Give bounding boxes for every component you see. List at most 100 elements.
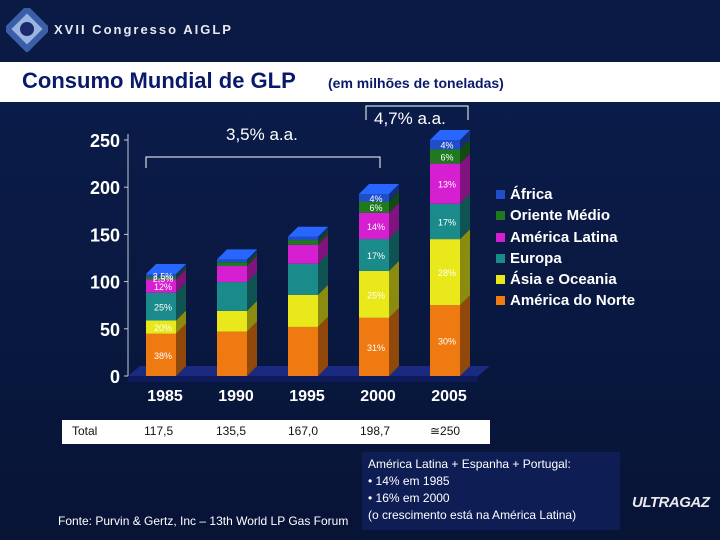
legend-label: Ásia e Oceania	[510, 271, 617, 289]
bar-segment	[288, 326, 318, 376]
bar-segment-side	[247, 321, 257, 376]
bar-segment	[359, 317, 389, 376]
bar-segment-side	[176, 310, 186, 334]
bar-segment	[146, 276, 176, 280]
x-tick-label: 2005	[431, 388, 467, 405]
legend-label: América Latina	[510, 228, 618, 246]
totals-row: Total 117,5 135,5 167,0 198,7 ≅250	[62, 420, 490, 444]
bar-segment	[146, 279, 176, 293]
bar-segment-side	[247, 249, 257, 263]
bar-segment	[146, 333, 176, 376]
bar-segment-side	[389, 307, 399, 376]
bar-segment	[217, 282, 247, 311]
bar-segment	[288, 294, 318, 327]
bar-segment	[288, 236, 318, 241]
bar-segment	[359, 239, 389, 271]
bar-segment-side	[247, 300, 257, 332]
chart-floor-front	[128, 376, 478, 382]
bar-segment	[430, 305, 460, 376]
note-line: América Latina + Espanha + Portugal:	[368, 457, 571, 471]
bar-segment-side	[460, 130, 470, 150]
data-label: 4%	[369, 194, 382, 204]
bar-segment	[146, 273, 176, 277]
brand-logo: ULTRAGAZ	[632, 480, 712, 530]
bar-segment	[217, 262, 247, 267]
bar-segment	[359, 193, 389, 202]
data-label: 2,5%	[153, 274, 174, 284]
total-1995: 167,0	[288, 424, 319, 438]
congress-logo-icon	[6, 8, 48, 52]
bar-top-face	[217, 249, 257, 260]
total-2005: ≅250	[430, 424, 461, 438]
y-tick-label: 200	[90, 178, 120, 198]
bar-segment	[217, 310, 247, 332]
bar-segment	[217, 331, 247, 376]
legend-swatch	[496, 232, 505, 242]
bar-segment	[217, 266, 247, 283]
bar-top-face	[288, 226, 328, 237]
bar-segment-side	[247, 256, 257, 283]
legend-label: Oriente Médio	[510, 207, 611, 225]
data-label: 38%	[154, 351, 172, 361]
page-subtitle: (em milhões de toneladas)	[328, 75, 504, 91]
bar-segment-side	[176, 323, 186, 376]
x-tick-label: 1985	[147, 388, 183, 405]
data-label: 14%	[367, 222, 385, 232]
y-tick-label: 250	[90, 131, 120, 151]
bar-segment-side	[460, 295, 470, 376]
bar-top-face	[430, 130, 470, 140]
y-tick-label: 100	[90, 273, 120, 293]
source-text: Fonte: Purvin & Gertz, Inc – 13th World …	[58, 514, 349, 528]
legend-swatch	[496, 211, 505, 221]
bar-segment-side	[460, 193, 470, 240]
bar-segment	[430, 149, 460, 164]
bar-segment-side	[460, 153, 470, 204]
bar-segment-side	[389, 191, 399, 213]
y-tick-label: 50	[100, 320, 120, 340]
data-label: 25%	[154, 303, 172, 313]
data-label: 17%	[438, 217, 456, 227]
bar-segment-side	[318, 226, 328, 241]
bar-segment-side	[460, 229, 470, 306]
bar-segment	[288, 244, 318, 264]
data-label: 17%	[367, 251, 385, 261]
legend-swatch	[496, 190, 505, 199]
note-line: • 14% em 1985	[368, 474, 450, 488]
bar-segment-side	[176, 269, 186, 293]
bar-segment-side	[318, 234, 328, 264]
bar-segment	[430, 203, 460, 240]
legend-label: América do Norte	[510, 292, 636, 310]
note-box: América Latina + Espanha + Portugal: • 1…	[362, 452, 620, 530]
data-label: 20%	[154, 323, 172, 333]
total-2000: 198,7	[360, 424, 391, 438]
bar-segment-side	[247, 272, 257, 311]
bar-segment	[359, 212, 389, 240]
data-label: 4%	[440, 141, 453, 151]
legend-label: Europa	[510, 249, 562, 267]
bar-segment-side	[176, 263, 186, 277]
bar-top-face	[359, 183, 399, 194]
data-label: 30%	[438, 337, 456, 347]
totals-label: Total	[72, 424, 98, 438]
bar-segment	[146, 292, 176, 321]
x-tick-label: 1995	[289, 388, 325, 405]
x-tick-label: 2000	[360, 388, 396, 405]
bar-segment-side	[318, 230, 328, 245]
bar-segment-side	[318, 316, 328, 376]
bar-segment-side	[247, 252, 257, 267]
bar-segment-side	[389, 260, 399, 318]
legend-label: África	[510, 186, 553, 203]
bar-segment	[146, 320, 176, 334]
bar-segment	[430, 140, 460, 150]
bar-segment-side	[389, 202, 399, 240]
bar-top-face	[146, 263, 186, 274]
note-line: (o crescimento está na América Latina)	[368, 508, 577, 522]
brand-label: ULTRAGAZ	[632, 494, 710, 511]
y-tick-label: 0	[110, 367, 120, 387]
data-label: 12%	[154, 282, 172, 292]
bar-segment	[430, 163, 460, 204]
title-bar: Consumo Mundial de GLP (em milhões de to…	[0, 62, 720, 102]
bar-segment	[430, 239, 460, 306]
